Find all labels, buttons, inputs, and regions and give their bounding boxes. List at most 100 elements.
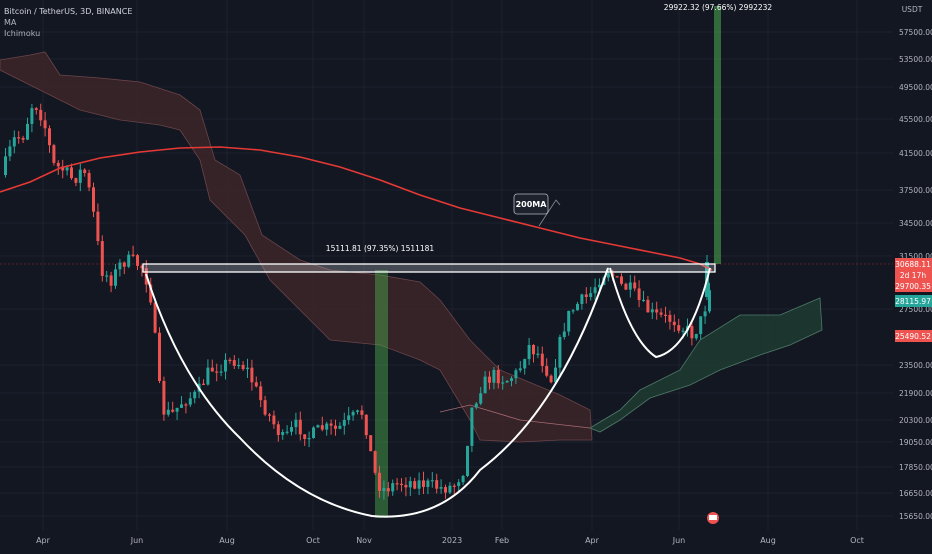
price-tag-value-0: 30688.11: [895, 260, 931, 269]
candle-body-158: [699, 316, 703, 335]
candle-body-115: [510, 378, 513, 381]
candle-body-122: [540, 353, 544, 366]
candle-body-78: [347, 415, 351, 420]
price-tag-sub-0: 2d 17h: [900, 271, 926, 280]
candle-body-102: [452, 485, 456, 487]
candle-body-38: [171, 409, 175, 412]
candle-body-8: [39, 109, 43, 121]
candle-body-61: [272, 415, 276, 425]
x-tick-label-8: Jun: [672, 536, 686, 545]
candle-body-140: [620, 276, 623, 284]
y-tick-label-15: 15650.00: [899, 512, 932, 521]
candle-body-132: [584, 294, 588, 298]
price-tag-value-3: 25490.52: [895, 332, 931, 341]
candle-body-110: [488, 376, 491, 383]
candle-body-13: [61, 166, 65, 171]
candle-body-124: [549, 375, 553, 383]
ichimoku-cloud-layer: [0, 51, 823, 443]
x-tick-label-6: Feb: [495, 536, 509, 545]
candle-body-40: [180, 404, 183, 408]
candle-body-95: [422, 480, 425, 487]
measure-bar-1: [375, 270, 388, 518]
candle-body-113: [501, 382, 505, 384]
candle-body-131: [580, 294, 584, 304]
candle-body-7: [34, 108, 38, 110]
candle-body-43: [193, 391, 197, 399]
candle-body-94: [417, 480, 421, 489]
candle-body-148: [655, 309, 659, 313]
candle-body-22: [100, 241, 104, 276]
candle-body-135: [598, 284, 601, 288]
y-tick-label-0: 57500.00: [899, 28, 932, 37]
candle-body-68: [303, 434, 307, 439]
x-tick-label-2: Aug: [219, 536, 235, 545]
candle-body-130: [576, 303, 579, 311]
candle-body-106: [470, 407, 474, 446]
candle-body-114: [505, 380, 509, 383]
candle-body-71: [316, 425, 320, 428]
candle-body-82: [364, 414, 368, 436]
candle-body-100: [444, 487, 447, 493]
candle-body-118: [523, 359, 527, 369]
x-tick-label-0: Apr: [36, 536, 51, 545]
candle-body-111: [492, 369, 496, 383]
candle-body-103: [457, 482, 461, 486]
candle-body-141: [624, 283, 628, 290]
candle-body-77: [342, 419, 346, 426]
candle-body-126: [558, 337, 562, 368]
candle-body-20: [92, 187, 95, 212]
candle-body-9: [43, 120, 47, 129]
candle-body-104: [461, 475, 465, 483]
candle-body-146: [646, 299, 650, 313]
candle-body-119: [527, 345, 531, 360]
candle-body-59: [263, 400, 267, 415]
candle-body-117: [518, 368, 522, 371]
candle-body-21: [96, 211, 100, 242]
candle-body-83: [369, 435, 373, 452]
y-tick-label-1: 53500.00: [899, 55, 932, 64]
candle-body-112: [496, 369, 500, 384]
candle-body-145: [642, 299, 645, 302]
candle-body-17: [78, 169, 82, 183]
candle-body-4: [21, 137, 25, 140]
candle-body-28: [127, 254, 131, 267]
x-tick-label-1: Jun: [130, 536, 144, 545]
candle-body-34: [153, 302, 157, 333]
candle-body-128: [567, 310, 571, 332]
ma-label-text: 200MA: [516, 200, 548, 209]
candle-body-41: [184, 404, 188, 406]
candle-body-96: [426, 480, 430, 487]
candle-body-88: [391, 483, 395, 492]
chart-header: Bitcoin / TetherUS, 3D, BINANCE MA Ichim…: [4, 6, 132, 39]
price-tag-value-2: 28115.97: [895, 297, 931, 306]
ma-200-line: [0, 146, 713, 271]
indicator-ichimoku[interactable]: Ichimoku: [4, 29, 41, 38]
y-tick-label-11: 20300.00: [899, 416, 932, 425]
ma-label-box: [513, 193, 549, 215]
indicator-ma[interactable]: MA: [4, 18, 17, 27]
y-tick-label-2: 49500.00: [899, 83, 932, 92]
pattern-shapes-layer: [142, 199, 716, 518]
price-tag-value-1: 29700.35: [895, 282, 931, 291]
candle-body-62: [276, 424, 280, 435]
candle-body-10: [48, 128, 51, 146]
y-tick-label-3: 45500.00: [899, 115, 932, 124]
candle-body-6: [30, 108, 34, 124]
candle-body-66: [294, 419, 298, 428]
y-tick-label-8: 27500.00: [899, 305, 932, 314]
candle-body-73: [325, 423, 329, 430]
candle-body-93: [413, 481, 417, 489]
candle-body-35: [158, 332, 161, 382]
candle-body-81: [360, 410, 364, 415]
candle-body-129: [571, 310, 575, 312]
candle-body-16: [74, 178, 78, 183]
candle-body-152: [672, 321, 676, 326]
candle-body-144: [637, 288, 641, 301]
candle-body-2: [12, 137, 16, 147]
candle-body-76: [338, 425, 342, 429]
x-tick-label-4: Nov: [356, 536, 372, 545]
candle-body-57: [254, 382, 258, 387]
symbol-title[interactable]: Bitcoin / TetherUS, 3D, BINANCE: [4, 7, 133, 16]
